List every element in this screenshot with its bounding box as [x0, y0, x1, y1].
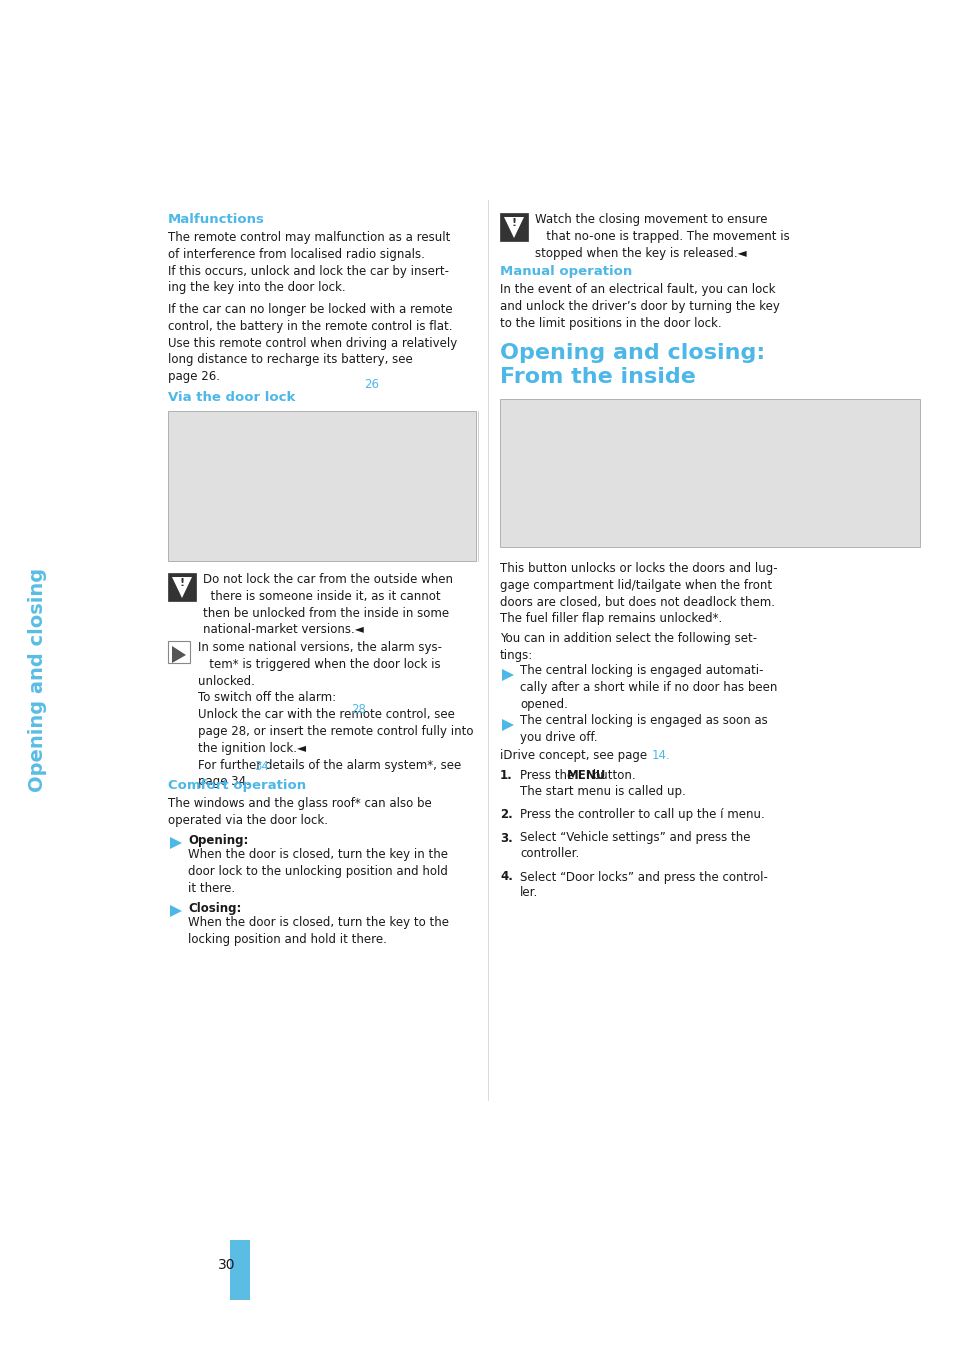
Text: 34: 34 [253, 761, 269, 773]
Text: When the door is closed, turn the key in the
door lock to the unlocking position: When the door is closed, turn the key in… [188, 848, 448, 894]
Bar [168, 411, 476, 561]
Polygon shape [501, 719, 514, 731]
Text: 2.: 2. [499, 808, 512, 821]
Text: !: ! [179, 578, 184, 588]
Text: Malfunctions: Malfunctions [168, 213, 265, 226]
Polygon shape [172, 577, 192, 598]
Text: !: ! [511, 218, 516, 228]
FancyBboxPatch shape [168, 640, 190, 663]
Text: Comfort operation: Comfort operation [168, 780, 306, 792]
Text: Via the door lock: Via the door lock [168, 390, 295, 404]
Text: Do not lock the car from the outside when
  there is someone inside it, as it ca: Do not lock the car from the outside whe… [203, 573, 453, 636]
Text: In the event of an electrical fault, you can lock
and unlock the driver’s door b: In the event of an electrical fault, you… [499, 282, 779, 330]
Text: controller.: controller. [519, 847, 578, 861]
Text: You can in addition select the following set-
tings:: You can in addition select the following… [499, 632, 757, 662]
Text: The central locking is engaged as soon as
you drive off.: The central locking is engaged as soon a… [519, 713, 767, 744]
Text: Opening and closing:: Opening and closing: [499, 343, 764, 363]
Polygon shape [503, 218, 523, 238]
Text: 14.: 14. [651, 748, 670, 762]
Text: Watch the closing movement to ensure
   that no-one is trapped. The movement is
: Watch the closing movement to ensure tha… [535, 213, 789, 259]
Text: 26: 26 [364, 378, 378, 390]
Text: MENU: MENU [566, 769, 606, 782]
Text: Opening:: Opening: [188, 834, 248, 847]
Polygon shape [501, 669, 514, 681]
Text: The windows and the glass roof* can also be
operated via the door lock.: The windows and the glass roof* can also… [168, 797, 432, 827]
Text: Press the controller to call up the í menu.: Press the controller to call up the í me… [519, 808, 764, 821]
Text: The remote control may malfunction as a result
of interference from localised ra: The remote control may malfunction as a … [168, 231, 450, 295]
Text: 1.: 1. [499, 769, 512, 782]
Text: Closing:: Closing: [188, 902, 241, 915]
Text: The central locking is engaged automati-
cally after a short while if no door ha: The central locking is engaged automati-… [519, 663, 777, 711]
Text: 30: 30 [218, 1258, 235, 1273]
Polygon shape [172, 646, 186, 663]
Text: When the door is closed, turn the key to the
locking position and hold it there.: When the door is closed, turn the key to… [188, 916, 449, 946]
Bar [168, 573, 195, 601]
Bar [230, 1240, 250, 1300]
Text: 28: 28 [351, 703, 366, 716]
Text: iDrive concept, see page: iDrive concept, see page [499, 748, 650, 762]
Text: Manual operation: Manual operation [499, 265, 632, 278]
Text: Press the: Press the [519, 769, 578, 782]
Text: Select “Door locks” and press the control-: Select “Door locks” and press the contro… [519, 870, 767, 884]
Text: button.: button. [588, 769, 635, 782]
Text: Select “Vehicle settings” and press the: Select “Vehicle settings” and press the [519, 831, 750, 844]
Text: 4.: 4. [499, 870, 513, 884]
Text: In some national versions, the alarm sys-
   tem* is triggered when the door loc: In some national versions, the alarm sys… [198, 640, 473, 789]
Polygon shape [170, 905, 182, 917]
Bar [499, 213, 527, 240]
Text: This button unlocks or locks the doors and lug-
gage compartment lid/tailgate wh: This button unlocks or locks the doors a… [499, 562, 777, 626]
Text: From the inside: From the inside [499, 367, 695, 386]
Text: If the car can no longer be locked with a remote
control, the battery in the rem: If the car can no longer be locked with … [168, 303, 456, 384]
Polygon shape [170, 838, 182, 848]
Text: Opening and closing: Opening and closing [29, 567, 48, 792]
Text: The start menu is called up.: The start menu is called up. [519, 785, 685, 797]
Text: ler.: ler. [519, 886, 537, 898]
Bar [499, 399, 919, 547]
Text: 3.: 3. [499, 831, 512, 844]
